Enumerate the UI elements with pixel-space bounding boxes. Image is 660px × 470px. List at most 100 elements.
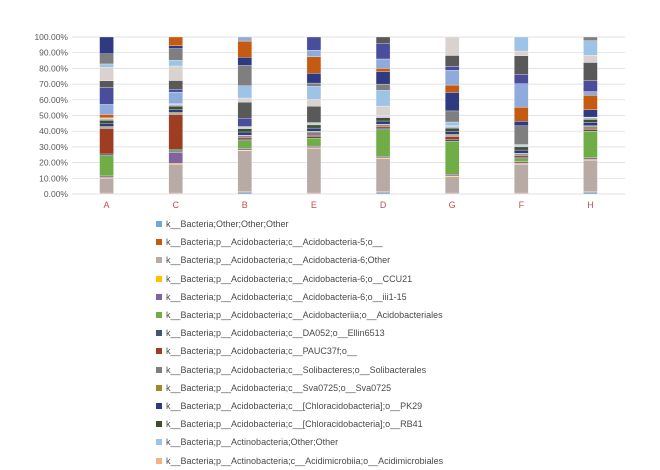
legend-swatch <box>156 421 162 428</box>
bar-segment <box>99 128 114 155</box>
x-tick-label: A <box>104 200 110 210</box>
bar-segment <box>237 85 252 99</box>
bar-segment <box>445 36 460 56</box>
bar-segment <box>168 45 183 49</box>
bar-segment <box>237 57 252 66</box>
legend-item: k__Bacteria;p__Acidobacteria;c__Solibact… <box>156 361 576 379</box>
bar-segment <box>514 50 529 56</box>
bar-segment <box>375 120 391 125</box>
bar-segment <box>514 55 529 75</box>
bar-segment <box>375 192 391 195</box>
bar-segment <box>168 65 183 81</box>
legend-swatch <box>156 439 162 446</box>
bar-segment <box>237 137 252 140</box>
bar-segment <box>445 66 460 71</box>
bar-segment <box>306 148 322 193</box>
bar-segment <box>168 104 183 107</box>
legend-swatch <box>156 330 162 337</box>
legend-swatch <box>156 239 162 246</box>
bar-segment <box>583 126 598 129</box>
legend: k__Bacteria;Other;Other;Other k__Bacteria… <box>156 215 576 470</box>
bar-segment <box>237 65 252 86</box>
bar-segment <box>237 150 252 192</box>
bar-segment <box>445 126 460 129</box>
legend-swatch <box>156 312 162 319</box>
bar-segment <box>237 192 252 195</box>
legend-swatch <box>156 366 162 373</box>
bar-segment <box>306 145 322 148</box>
x-tick-label: C <box>172 200 179 210</box>
bar-segment <box>583 160 598 192</box>
bar-segment <box>514 36 529 52</box>
bar-segment <box>306 56 322 74</box>
bar-segment <box>168 60 183 67</box>
y-tick-label: 100.00% <box>34 32 68 42</box>
stacked-bar-chart: 0.00% 10.00% 20.00% 30.00% 40.00% 50.00% 60.00… <box>34 32 625 210</box>
bar-segment <box>237 131 252 136</box>
bar-segment <box>237 128 252 133</box>
bar-segment <box>514 161 529 164</box>
y-tick-label: 90.00% <box>39 48 68 58</box>
bar-segment <box>99 118 114 121</box>
bar-segment <box>99 67 114 81</box>
bar-segment <box>168 91 183 104</box>
bar-segment <box>306 86 322 100</box>
bar-segment <box>99 153 114 156</box>
legend-item: k__Bacteria;p__Acidobacteria;c__Acidobac… <box>156 270 576 288</box>
bar-segment <box>375 126 391 129</box>
bar-segment <box>583 55 598 63</box>
bar-segment <box>237 97 252 103</box>
bars <box>99 36 598 195</box>
legend-item: k__Bacteria;p__Actinobacteria;c__Acidimi… <box>156 451 576 469</box>
bar-segment <box>583 80 598 92</box>
legend-swatch <box>156 293 162 300</box>
y-tick-label: 70.00% <box>39 79 68 89</box>
bar-segment <box>375 127 391 130</box>
bar-segment <box>375 129 391 157</box>
bar-segment <box>99 127 114 129</box>
bar-segment <box>445 136 460 140</box>
x-tick-label: H <box>587 200 594 210</box>
bar-segment <box>583 95 598 110</box>
bar-segment <box>445 174 460 177</box>
legend-item: k__Bacteria;p__Acidobacteria;c__Acidobac… <box>156 251 576 269</box>
legend-item: k__Bacteria;p__Acidobacteria;c__PAUC37f;… <box>156 342 576 360</box>
bar-segment <box>583 119 598 123</box>
legend-item: k__Bacteria;Other;Other;Other <box>156 215 576 233</box>
legend-label: k__Bacteria;p__Acidobacteria;c__Acidobac… <box>166 237 383 248</box>
bar-segment <box>306 73 322 84</box>
legend-label: k__Bacteria;p__Acidobacteria;c__[Chlorac… <box>166 400 423 411</box>
bar-segment <box>99 155 114 177</box>
legend-item: k__Bacteria;p__Acidobacteria;c__Acidobac… <box>156 233 576 251</box>
legend-swatch <box>156 257 162 264</box>
bar-segment <box>514 83 529 108</box>
bar-segment <box>168 150 183 153</box>
bar-segment <box>306 134 322 137</box>
bar-segment <box>237 138 252 141</box>
bar-segment <box>306 99 322 107</box>
x-tick-label: B <box>242 200 248 210</box>
bar-segment <box>168 164 183 193</box>
bar-segment <box>99 178 114 193</box>
bar-segment <box>168 112 183 115</box>
y-tick-label: 60.00% <box>39 95 68 105</box>
bar-segment <box>375 124 391 127</box>
bar-segment <box>445 55 460 67</box>
bar-segment <box>375 58 391 69</box>
bar-segment <box>99 63 114 68</box>
y-tick-label: 10.00% <box>39 173 68 183</box>
bar-segment <box>99 120 114 124</box>
bar-segment <box>99 53 114 65</box>
bar-segment <box>514 153 529 156</box>
x-tick-label: G <box>449 200 456 210</box>
legend-label: k__Bacteria;p__Acidobacteria;c__Acidobac… <box>166 291 407 302</box>
bar-segment <box>168 89 183 93</box>
bar-segment <box>445 131 460 135</box>
gridlines <box>72 36 625 195</box>
legend-item: k__Bacteria;p__Acidobacteria;c__[Chlorac… <box>156 397 576 415</box>
bar-segment <box>306 105 322 123</box>
bar-segment <box>375 68 391 72</box>
bar-segment <box>583 129 598 132</box>
y-tick-label: 30.00% <box>39 142 68 152</box>
bar-segment <box>237 118 252 127</box>
